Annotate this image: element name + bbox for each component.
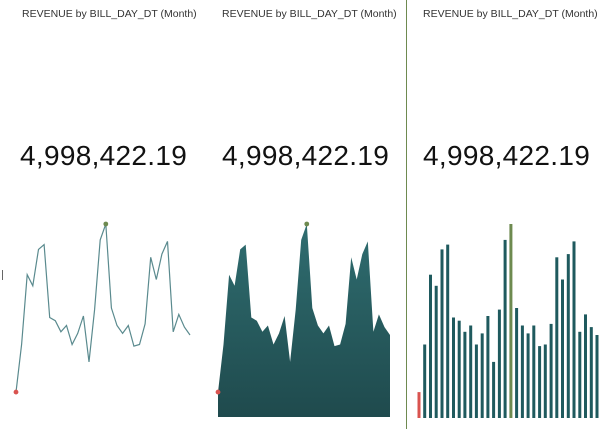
bar [503, 239, 507, 418]
min-point-marker [13, 389, 19, 395]
kpi-value: 4,998,422.19 [20, 140, 188, 171]
max-point-marker [304, 221, 310, 227]
bar [452, 317, 455, 418]
bar [492, 361, 496, 418]
panel-divider [406, 0, 407, 429]
bar [423, 344, 427, 418]
bar-max [509, 224, 513, 418]
bar [532, 325, 536, 418]
bar [538, 346, 542, 418]
bar [474, 344, 478, 418]
bar [595, 335, 599, 418]
bar [584, 314, 587, 418]
bar [457, 320, 461, 418]
bar-min [417, 392, 421, 418]
series-line [15, 223, 191, 393]
bar [526, 333, 530, 418]
min-point-marker [215, 389, 221, 395]
kpi-panel-bar[interactable]: REVENUE by BILL_DAY_DT (Month) 4,998,422… [407, 0, 600, 429]
sparkline-chart [13, 221, 191, 395]
kpi-panel-area[interactable]: REVENUE by BILL_DAY_DT (Month) 4,998,422… [200, 0, 400, 429]
bar [469, 325, 473, 418]
kpi-value: 4,998,422.19 [423, 140, 591, 171]
bar [486, 316, 490, 418]
bar [497, 309, 501, 418]
series-area [218, 224, 390, 417]
bar [434, 285, 438, 418]
bar [572, 241, 576, 418]
bar [549, 323, 553, 418]
bar [543, 344, 547, 418]
bar [463, 331, 467, 418]
bar [566, 254, 570, 418]
bar-chart [417, 224, 599, 418]
bar [429, 274, 432, 418]
bar [555, 257, 559, 418]
bar [446, 244, 450, 418]
edge-tick [2, 270, 3, 280]
bar [578, 331, 582, 418]
area-chart [215, 221, 390, 417]
max-point-marker [103, 221, 109, 227]
panel-title: REVENUE by BILL_DAY_DT (Month) [423, 8, 598, 20]
panel-title: REVENUE by BILL_DAY_DT (Month) [22, 8, 197, 20]
bar [520, 325, 524, 418]
bar [480, 333, 484, 418]
bar [589, 327, 593, 418]
panel-title: REVENUE by BILL_DAY_DT (Month) [222, 8, 397, 20]
kpi-panel-line[interactable]: REVENUE by BILL_DAY_DT (Month) 4,998,422… [0, 0, 200, 429]
bar [561, 279, 564, 418]
bar [440, 249, 444, 418]
bar [515, 308, 519, 418]
kpi-value: 4,998,422.19 [222, 140, 390, 171]
